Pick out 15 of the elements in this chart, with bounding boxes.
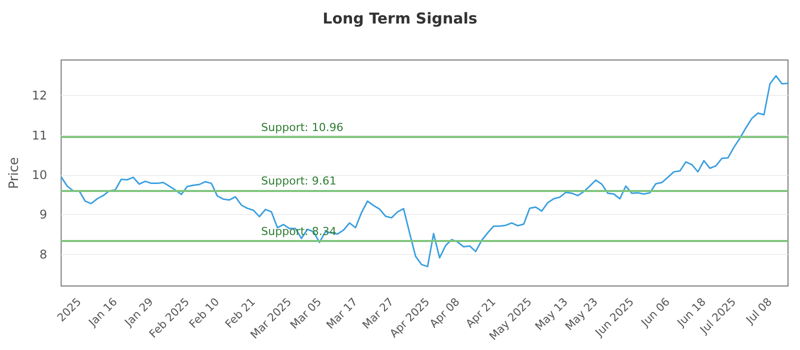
ref-line-label: Support: 10.96: [261, 120, 344, 134]
x-tick-label: Apr 08: [427, 295, 462, 330]
x-tick-label: Jun 06: [638, 295, 672, 330]
ref-line-label: Support: 9.61: [261, 174, 336, 188]
y-tick-label: 8: [40, 247, 48, 262]
y-tick-label: 9: [40, 208, 48, 222]
line-series: [60, 75, 789, 268]
y-tick-label: 11: [32, 128, 48, 142]
x-tick-label: Jan 16: [86, 295, 120, 330]
chart-title: Long Term Signals: [322, 10, 478, 28]
y-tick-label: 12: [32, 88, 48, 103]
y-tick-label: 10: [32, 168, 48, 182]
x-tick-label: Mar 17: [324, 295, 360, 332]
y-axis-title: Price: [7, 157, 22, 189]
x-tick-label: Jul 08: [742, 295, 775, 328]
